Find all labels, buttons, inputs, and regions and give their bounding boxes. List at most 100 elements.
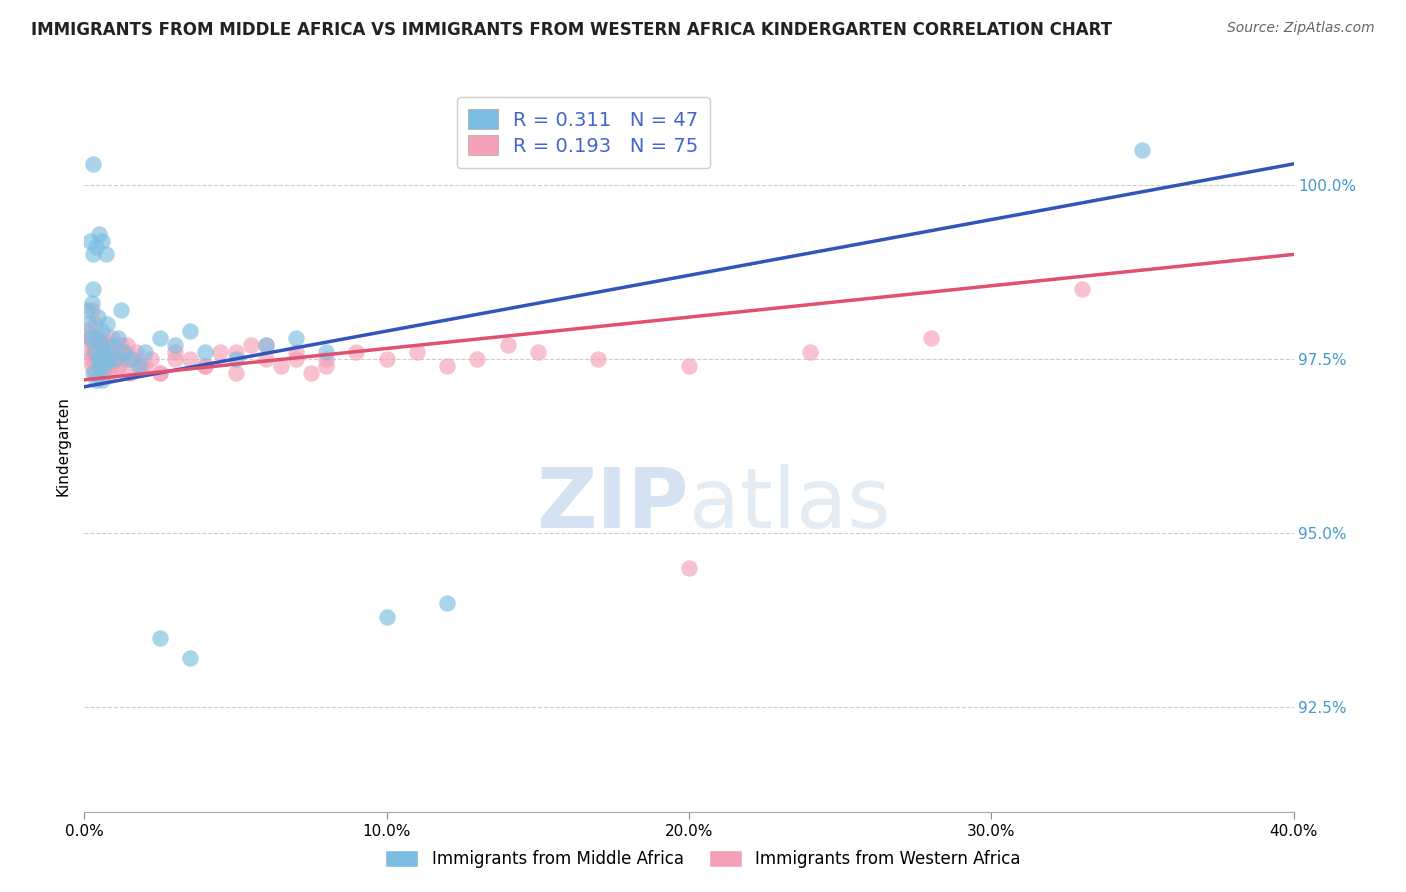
Point xyxy=(128,359,150,373)
Point xyxy=(87,331,110,345)
Point xyxy=(107,359,129,373)
Point xyxy=(82,247,104,261)
Point xyxy=(77,331,100,345)
Point xyxy=(678,359,700,373)
Point xyxy=(97,359,120,373)
Point xyxy=(84,366,107,380)
Point xyxy=(194,345,217,359)
Point xyxy=(194,359,217,373)
Point xyxy=(82,282,104,296)
Point xyxy=(799,345,821,359)
Point xyxy=(131,359,153,373)
Point xyxy=(82,366,104,380)
Point xyxy=(125,345,148,359)
Point xyxy=(194,359,217,373)
Point xyxy=(87,351,110,366)
Point xyxy=(90,338,112,352)
Text: IMMIGRANTS FROM MIDDLE AFRICA VS IMMIGRANTS FROM WESTERN AFRICA KINDERGARTEN COR: IMMIGRANTS FROM MIDDLE AFRICA VS IMMIGRA… xyxy=(31,21,1112,38)
Point xyxy=(91,373,114,387)
Point xyxy=(79,331,101,345)
Point xyxy=(80,296,103,310)
Point xyxy=(254,351,277,366)
Point xyxy=(179,324,201,338)
Point xyxy=(86,345,108,359)
Point xyxy=(149,631,172,645)
Point xyxy=(299,366,322,380)
Point xyxy=(94,351,117,366)
Point xyxy=(79,331,101,345)
Point xyxy=(115,338,138,352)
Point xyxy=(110,303,132,318)
Point xyxy=(1132,143,1154,157)
Point xyxy=(76,324,98,338)
Point xyxy=(84,345,107,359)
Point xyxy=(107,331,129,345)
Point xyxy=(86,373,108,387)
Point xyxy=(209,345,232,359)
Point xyxy=(527,345,550,359)
Point xyxy=(100,345,122,359)
Point xyxy=(86,351,108,366)
Point xyxy=(94,247,117,261)
Point xyxy=(134,345,156,359)
Point xyxy=(467,351,489,366)
Point xyxy=(104,351,127,366)
Point xyxy=(91,234,114,248)
Point xyxy=(91,345,114,359)
Point xyxy=(270,359,292,373)
Point xyxy=(315,359,337,373)
Point xyxy=(84,317,107,331)
Point xyxy=(90,359,112,373)
Point xyxy=(121,351,143,366)
Point xyxy=(80,359,103,373)
Point xyxy=(179,651,201,665)
Point xyxy=(100,331,122,345)
Point xyxy=(436,596,458,610)
Text: atlas: atlas xyxy=(689,464,890,545)
Point xyxy=(239,338,262,352)
Point xyxy=(110,338,132,352)
Point xyxy=(104,351,127,366)
Point xyxy=(496,338,519,352)
Point xyxy=(87,310,110,325)
Point xyxy=(406,345,429,359)
Point xyxy=(90,338,112,352)
Y-axis label: Kindergarten: Kindergarten xyxy=(55,396,70,496)
Point xyxy=(315,351,337,366)
Point xyxy=(112,345,135,359)
Point xyxy=(179,351,201,366)
Point xyxy=(112,351,135,366)
Point xyxy=(375,351,398,366)
Point xyxy=(139,351,162,366)
Point xyxy=(89,351,111,366)
Point xyxy=(346,345,368,359)
Point xyxy=(149,366,172,380)
Point xyxy=(96,317,118,331)
Point xyxy=(89,227,111,241)
Point xyxy=(165,345,187,359)
Point xyxy=(285,331,308,345)
Point xyxy=(436,359,458,373)
Point xyxy=(89,359,111,373)
Point xyxy=(285,345,308,359)
Point xyxy=(588,351,610,366)
Point xyxy=(94,345,117,359)
Point xyxy=(79,351,101,366)
Point xyxy=(107,359,129,373)
Point xyxy=(118,366,141,380)
Point xyxy=(920,331,942,345)
Point xyxy=(134,359,156,373)
Text: Source: ZipAtlas.com: Source: ZipAtlas.com xyxy=(1227,21,1375,35)
Legend: Immigrants from Middle Africa, Immigrants from Western Africa: Immigrants from Middle Africa, Immigrant… xyxy=(378,843,1028,875)
Point xyxy=(315,345,337,359)
Point xyxy=(91,359,114,373)
Point xyxy=(79,234,101,248)
Point xyxy=(225,366,247,380)
Point xyxy=(93,366,115,380)
Text: ZIP: ZIP xyxy=(537,464,689,545)
Point xyxy=(97,366,120,380)
Point xyxy=(96,338,118,352)
Point xyxy=(254,338,277,352)
Point xyxy=(76,345,98,359)
Point xyxy=(94,345,117,359)
